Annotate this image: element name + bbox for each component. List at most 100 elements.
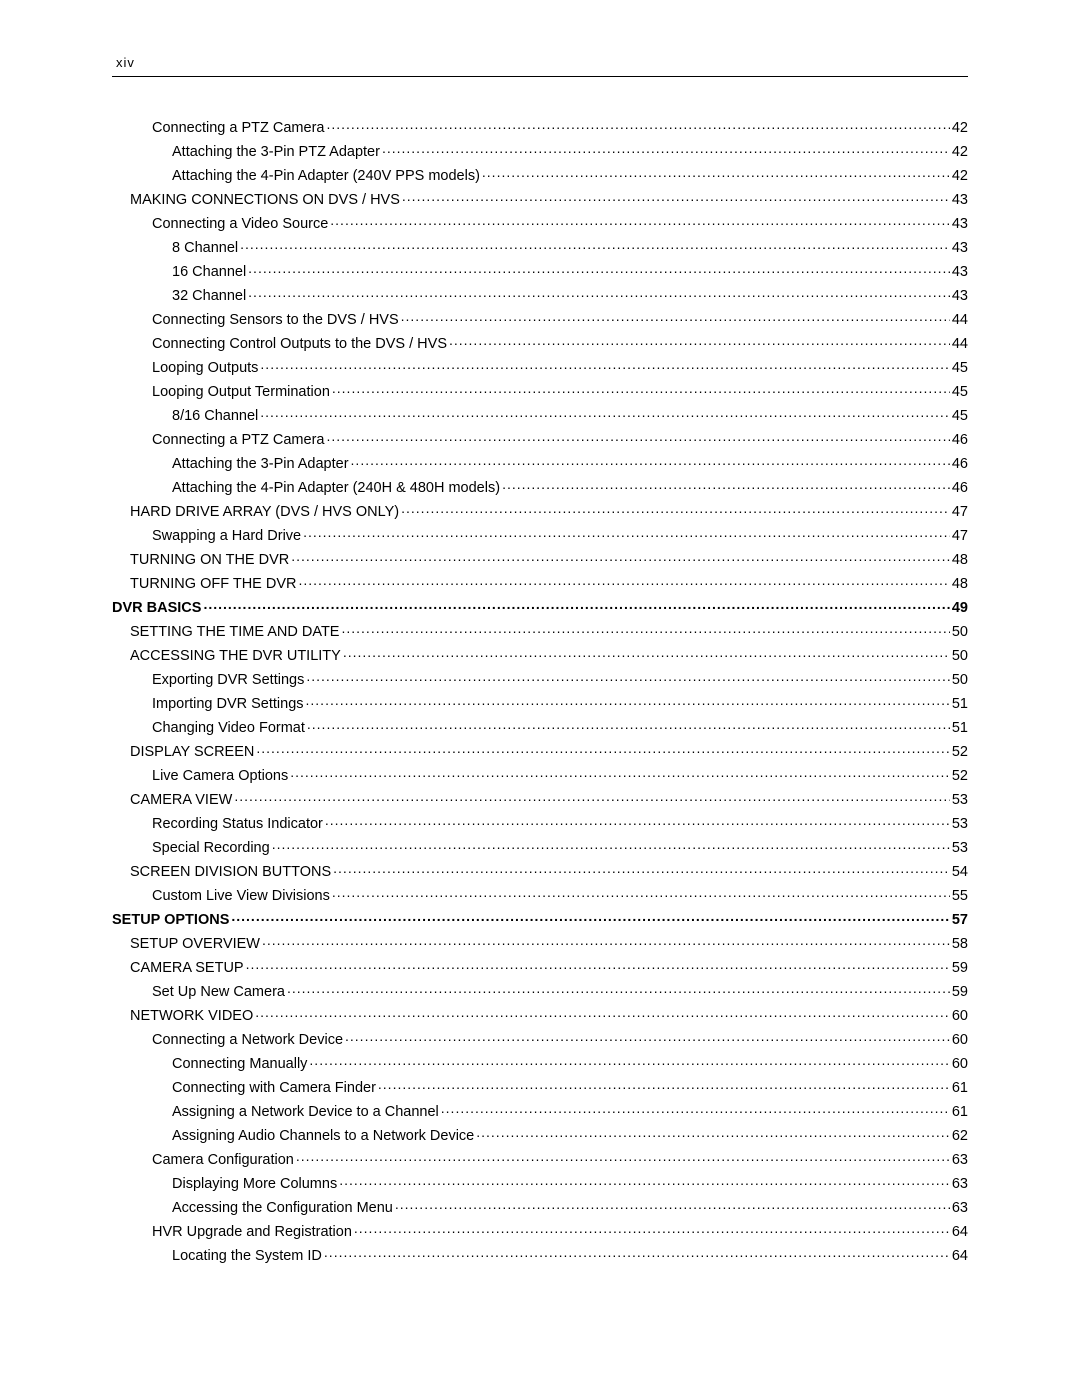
toc-entry-page: 60: [952, 1009, 968, 1024]
toc-entry-page: 58: [952, 937, 968, 952]
toc-leader-dots: [255, 1005, 950, 1020]
toc-entry-page: 52: [952, 745, 968, 760]
toc-entry[interactable]: Set Up New Camera59: [112, 981, 968, 999]
toc-entry-label: MAKING CONNECTIONS ON DVS / HVS: [130, 193, 400, 208]
toc-entry-label: SETTING THE TIME AND DATE: [130, 625, 339, 640]
toc-entry[interactable]: Assigning Audio Channels to a Network De…: [112, 1125, 968, 1143]
toc-leader-dots: [307, 717, 950, 732]
toc-leader-dots: [402, 189, 950, 204]
toc-entry[interactable]: Connecting a Video Source 43: [112, 213, 968, 231]
toc-entry[interactable]: SETUP OVERVIEW58: [112, 933, 968, 951]
toc-entry[interactable]: Connecting Control Outputs to the DVS / …: [112, 333, 968, 351]
toc-entry[interactable]: Attaching the 3-Pin Adapter46: [112, 453, 968, 471]
toc-entry-page: 50: [952, 625, 968, 640]
toc-entry-label: 32 Channel: [172, 289, 246, 304]
toc-leader-dots: [248, 285, 950, 300]
toc-entry[interactable]: Attaching the 4-Pin Adapter (240H & 480H…: [112, 477, 968, 495]
toc-entry-label: Live Camera Options: [152, 769, 288, 784]
toc-entry[interactable]: SETTING THE TIME AND DATE 50: [112, 621, 968, 639]
toc-entry[interactable]: HARD DRIVE ARRAY (DVS / HVS ONLY) 47: [112, 501, 968, 519]
toc-entry[interactable]: ACCESSING THE DVR UTILITY50: [112, 645, 968, 663]
toc-entry[interactable]: SETUP OPTIONS57: [112, 909, 968, 927]
toc-entry-label: Connecting Control Outputs to the DVS / …: [152, 337, 447, 352]
toc-entry-page: 61: [952, 1081, 968, 1096]
toc-entry[interactable]: Locating the System ID64: [112, 1245, 968, 1263]
toc-entry[interactable]: Connecting a Network Device60: [112, 1029, 968, 1047]
toc-entry-page: 55: [952, 889, 968, 904]
toc-entry-page: 48: [952, 577, 968, 592]
toc-entry[interactable]: NETWORK VIDEO60: [112, 1005, 968, 1023]
toc-entry[interactable]: CAMERA SETUP59: [112, 957, 968, 975]
toc-entry[interactable]: Accessing the Configuration Menu63: [112, 1197, 968, 1215]
toc-entry-label: DISPLAY SCREEN: [130, 745, 254, 760]
toc-entry-label: Connecting a Video Source: [152, 217, 328, 232]
toc-entry[interactable]: Connecting a PTZ Camera42: [112, 117, 968, 135]
toc-entry[interactable]: 8 Channel43: [112, 237, 968, 255]
toc-entry[interactable]: Importing DVR Settings51: [112, 693, 968, 711]
toc-entry[interactable]: Swapping a Hard Drive 47: [112, 525, 968, 543]
toc-entry-label: Assigning a Network Device to a Channel: [172, 1105, 439, 1120]
toc-entry[interactable]: Connecting Sensors to the DVS / HVS44: [112, 309, 968, 327]
toc-entry-label: Displaying More Columns: [172, 1177, 337, 1192]
toc-leader-dots: [401, 309, 950, 324]
toc-entry-page: 59: [952, 985, 968, 1000]
toc-entry[interactable]: Camera Configuration63: [112, 1149, 968, 1167]
toc-entry[interactable]: TURNING ON THE DVR48: [112, 549, 968, 567]
toc-entry[interactable]: DVR BASICS49: [112, 597, 968, 615]
toc-entry-page: 43: [952, 217, 968, 232]
toc-entry-page: 62: [952, 1129, 968, 1144]
toc-entry[interactable]: Attaching the 3-Pin PTZ Adapter 42: [112, 141, 968, 159]
toc-entry[interactable]: Custom Live View Divisions55: [112, 885, 968, 903]
toc-entry-label: Camera Configuration: [152, 1153, 294, 1168]
toc-entry[interactable]: SCREEN DIVISION BUTTONS54: [112, 861, 968, 879]
toc-entry[interactable]: Connecting with Camera Finder61: [112, 1077, 968, 1095]
toc-entry-page: 45: [952, 385, 968, 400]
toc-page: xiv Connecting a PTZ Camera42Attaching t…: [0, 0, 1080, 1397]
toc-entry[interactable]: Displaying More Columns63: [112, 1173, 968, 1191]
toc-leader-dots: [272, 837, 950, 852]
toc-entry-label: Looping Output Termination: [152, 385, 330, 400]
toc-entry[interactable]: Connecting a PTZ Camera46: [112, 429, 968, 447]
toc-entry[interactable]: TURNING OFF THE DVR48: [112, 573, 968, 591]
toc-entry-page: 47: [952, 505, 968, 520]
toc-entry-label: HVR Upgrade and Registration: [152, 1225, 352, 1240]
toc-entry-page: 51: [952, 697, 968, 712]
toc-entry-label: Connecting a PTZ Camera: [152, 121, 324, 136]
toc-entry[interactable]: Connecting Manually60: [112, 1053, 968, 1071]
toc-entry-label: Swapping a Hard Drive: [152, 529, 301, 544]
toc-entry-page: 42: [952, 145, 968, 160]
toc-entry[interactable]: Looping Output Termination 45: [112, 381, 968, 399]
toc-entry-label: HARD DRIVE ARRAY (DVS / HVS ONLY): [130, 505, 399, 520]
toc-entry-label: Attaching the 3-Pin PTZ Adapter: [172, 145, 380, 160]
toc-entry[interactable]: MAKING CONNECTIONS ON DVS / HVS43: [112, 189, 968, 207]
toc-entry[interactable]: CAMERA VIEW53: [112, 789, 968, 807]
toc-entry[interactable]: Exporting DVR Settings50: [112, 669, 968, 687]
toc-entry-label: 16 Channel: [172, 265, 246, 280]
toc-entry[interactable]: HVR Upgrade and Registration64: [112, 1221, 968, 1239]
toc-entry-page: 47: [952, 529, 968, 544]
toc-leader-dots: [326, 429, 949, 444]
toc-entry-label: SETUP OPTIONS: [112, 913, 229, 928]
toc-entry[interactable]: Recording Status Indicator53: [112, 813, 968, 831]
toc-entry[interactable]: Attaching the 4-Pin Adapter (240V PPS mo…: [112, 165, 968, 183]
toc-entry-page: 59: [952, 961, 968, 976]
toc-entry[interactable]: Changing Video Format51: [112, 717, 968, 735]
toc-entry-page: 45: [952, 409, 968, 424]
toc-entry[interactable]: Assigning a Network Device to a Channel 6…: [112, 1101, 968, 1119]
toc-entry[interactable]: Looping Outputs45: [112, 357, 968, 375]
toc-leader-dots: [290, 765, 950, 780]
toc-entry-page: 61: [952, 1105, 968, 1120]
toc-entry[interactable]: DISPLAY SCREEN 52: [112, 741, 968, 759]
toc-entry[interactable]: 32 Channel43: [112, 285, 968, 303]
toc-leader-dots: [203, 597, 949, 612]
toc-entry[interactable]: 16 Channel43: [112, 261, 968, 279]
toc-entry[interactable]: Live Camera Options52: [112, 765, 968, 783]
toc-entry-label: SCREEN DIVISION BUTTONS: [130, 865, 331, 880]
toc-entry-page: 60: [952, 1033, 968, 1048]
toc-entry-page: 48: [952, 553, 968, 568]
toc-leader-dots: [378, 1077, 950, 1092]
toc-entry[interactable]: Special Recording53: [112, 837, 968, 855]
toc-leader-dots: [382, 141, 950, 156]
toc-entry[interactable]: 8/16 Channel45: [112, 405, 968, 423]
toc-entry-page: 46: [952, 457, 968, 472]
